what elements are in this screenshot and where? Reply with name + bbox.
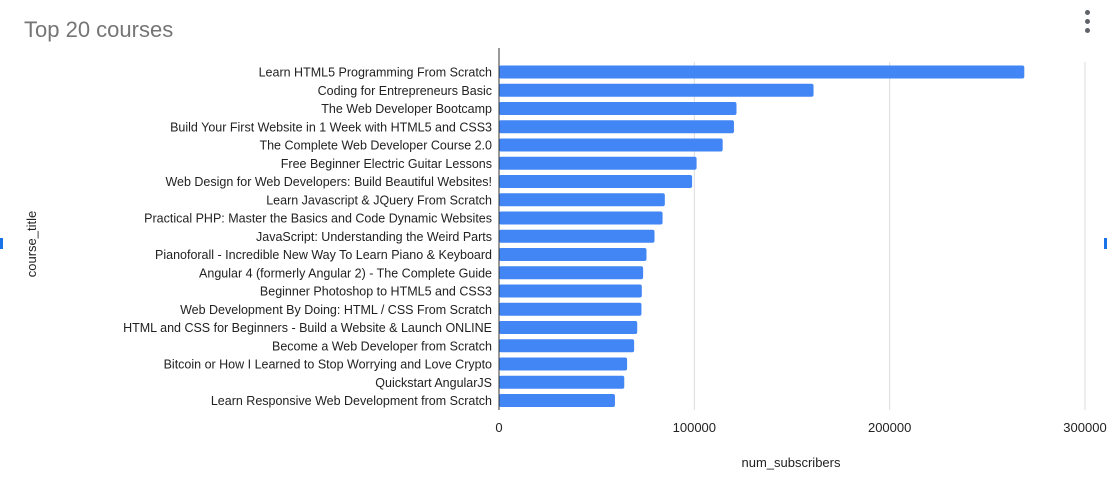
bar[interactable]	[499, 266, 644, 280]
x-tick-labels: 0 100000 200000 300000	[495, 420, 1106, 435]
category-label: Bitcoin or How I Learned to Stop Worryin…	[164, 358, 492, 372]
bar[interactable]	[499, 175, 693, 188]
bar[interactable]	[499, 102, 737, 115]
menu-dot	[1085, 28, 1090, 33]
category-label: JavaScript: Understanding the Weird Part…	[256, 230, 492, 244]
x-tick-label: 300000	[1063, 420, 1106, 435]
category-label: Practical PHP: Master the Basics and Cod…	[144, 212, 492, 226]
category-label: Quickstart AngularJS	[375, 376, 492, 390]
bar[interactable]	[499, 375, 625, 389]
category-label: Web Design for Web Developers: Build Bea…	[165, 175, 492, 189]
category-label: Learn HTML5 Programming From Scratch	[259, 66, 492, 80]
bar[interactable]	[499, 65, 1025, 79]
category-label: Angular 4 (formerly Angular 2) - The Com…	[199, 266, 492, 280]
bar[interactable]	[499, 248, 647, 261]
bar[interactable]	[499, 394, 615, 407]
bar[interactable]	[499, 83, 814, 97]
x-axis-title: num_subscribers	[742, 455, 841, 470]
menu-dot	[1085, 10, 1090, 15]
category-label: Coding for Entrepreneurs Basic	[318, 84, 492, 98]
bar[interactable]	[499, 138, 723, 152]
bar[interactable]	[499, 339, 635, 353]
category-label: Become a Web Developer from Scratch	[272, 339, 492, 353]
category-label: HTML and CSS for Beginners - Build a Web…	[123, 321, 492, 335]
bar[interactable]	[499, 302, 642, 316]
bar[interactable]	[499, 321, 638, 334]
bar[interactable]	[499, 284, 642, 298]
category-label: Web Development By Doing: HTML / CSS Fro…	[180, 303, 492, 317]
category-labels: Learn HTML5 Programming From Scratch Codi…	[123, 66, 492, 409]
category-label: Pianoforall - Incredible New Way To Lear…	[155, 248, 492, 262]
category-label: The Web Developer Bootcamp	[321, 102, 492, 116]
x-tick-label: 0	[495, 420, 502, 435]
category-label: Learn Javascript & JQuery From Scratch	[266, 193, 492, 207]
category-label: The Complete Web Developer Course 2.0	[259, 139, 492, 153]
category-label: Beginner Photoshop to HTML5 and CSS3	[260, 285, 492, 299]
category-label: Build Your First Website in 1 Week with …	[170, 120, 492, 134]
bar[interactable]	[499, 120, 734, 134]
category-label: Free Beginner Electric Guitar Lessons	[281, 157, 492, 171]
bar[interactable]	[499, 156, 697, 170]
resize-handle-left[interactable]	[0, 238, 3, 249]
category-label: Learn Responsive Web Development from Sc…	[211, 394, 492, 408]
bar[interactable]	[499, 357, 628, 371]
more-vert-icon[interactable]	[1076, 6, 1100, 38]
y-axis-title: course_title	[24, 211, 39, 277]
bar[interactable]	[499, 229, 655, 243]
x-tick-label: 100000	[673, 420, 716, 435]
bar[interactable]	[499, 211, 663, 225]
bar[interactable]	[499, 193, 665, 207]
x-tick-label: 200000	[868, 420, 911, 435]
bars	[499, 65, 1025, 407]
menu-dot	[1085, 19, 1090, 24]
chart-title: Top 20 courses	[24, 17, 174, 42]
gridlines	[693, 62, 1086, 410]
resize-handle-right[interactable]	[1104, 238, 1107, 249]
